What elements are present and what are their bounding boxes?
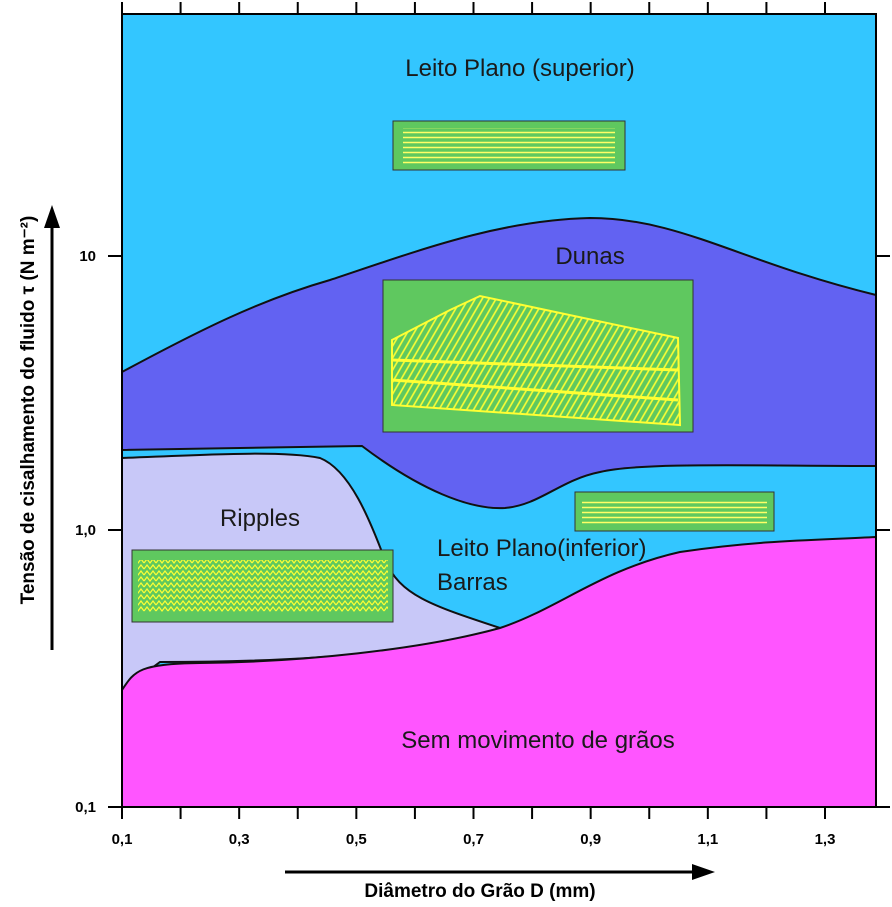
x-tick-label: 1,1 <box>697 831 718 848</box>
x-arrowhead <box>692 864 715 880</box>
region-label: Dunas <box>555 243 624 270</box>
region-label: Leito Plano(inferior) <box>437 535 646 562</box>
diagram: Leito Plano (superior) Dunas Ripples Lei… <box>0 0 892 907</box>
x-tick-label: 0,1 <box>112 831 133 848</box>
y-axis-label: Tensão de cisalhamento do fluido τ (N m⁻… <box>18 216 39 605</box>
x-tick-label: 0,5 <box>346 831 367 848</box>
y-tick-label: 10 <box>79 248 96 265</box>
ripple-laminae <box>138 560 388 612</box>
x-tick-label: 0,9 <box>580 831 601 848</box>
region-label: Sem movimento de grãos <box>401 727 674 754</box>
region-label: Ripples <box>220 505 300 532</box>
y-tick-label: 0,1 <box>75 799 96 816</box>
laminae <box>582 500 767 525</box>
region-label: Barras <box>437 569 508 596</box>
x-tick-label: 0,7 <box>463 831 484 848</box>
region-label: Leito Plano (superior) <box>405 55 634 82</box>
laminae <box>403 128 615 164</box>
x-tick-label: 1,3 <box>815 831 836 848</box>
x-axis-label: Diâmetro do Grão D (mm) <box>364 881 595 902</box>
y-tick-label: 1,0 <box>75 522 96 539</box>
y-arrowhead <box>44 205 60 228</box>
x-tick-label: 0,3 <box>229 831 250 848</box>
